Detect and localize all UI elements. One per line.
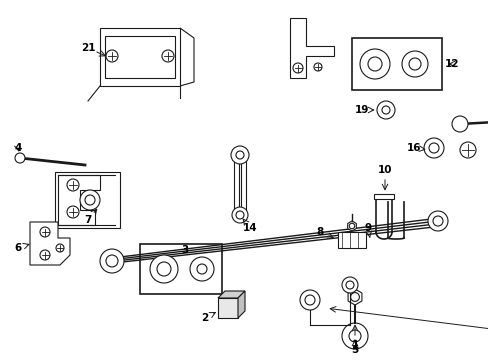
Text: 6: 6 [14, 243, 21, 253]
Circle shape [348, 223, 354, 229]
Circle shape [162, 50, 174, 62]
Circle shape [231, 207, 247, 223]
Circle shape [67, 179, 79, 191]
Bar [337, 232, 365, 248]
Text: 14: 14 [242, 223, 257, 233]
Polygon shape [180, 28, 194, 86]
Circle shape [432, 216, 442, 226]
Text: 5: 5 [351, 345, 358, 355]
Circle shape [150, 255, 178, 283]
Text: 1: 1 [351, 340, 358, 350]
Text: 4: 4 [14, 143, 21, 153]
Bar [140, 244, 222, 294]
Circle shape [305, 295, 314, 305]
Polygon shape [234, 155, 239, 215]
Circle shape [197, 264, 206, 274]
Circle shape [428, 143, 438, 153]
Circle shape [292, 63, 303, 73]
Circle shape [346, 281, 353, 289]
Circle shape [85, 195, 95, 205]
Circle shape [401, 51, 427, 77]
Circle shape [56, 244, 64, 252]
Circle shape [408, 58, 420, 70]
Circle shape [376, 101, 394, 119]
Circle shape [427, 211, 447, 231]
Circle shape [381, 106, 389, 114]
Circle shape [190, 257, 214, 281]
Bar [105, 36, 175, 78]
Polygon shape [347, 289, 361, 305]
Circle shape [40, 227, 50, 237]
Bar [218, 298, 238, 318]
Circle shape [350, 293, 359, 301]
Circle shape [67, 206, 79, 218]
Text: 8: 8 [316, 227, 323, 237]
Circle shape [100, 249, 124, 273]
Polygon shape [218, 291, 244, 298]
Text: 12: 12 [444, 59, 458, 69]
Polygon shape [347, 221, 356, 231]
Bar [55, 172, 120, 228]
Circle shape [423, 138, 443, 158]
Polygon shape [30, 222, 70, 265]
Polygon shape [58, 175, 100, 225]
Circle shape [341, 277, 357, 293]
Text: 19: 19 [354, 105, 368, 115]
Text: 3: 3 [181, 245, 188, 255]
Circle shape [106, 50, 118, 62]
Circle shape [367, 57, 381, 71]
Circle shape [15, 153, 25, 163]
Circle shape [236, 151, 244, 159]
Circle shape [359, 49, 389, 79]
Circle shape [230, 146, 248, 164]
Circle shape [313, 63, 321, 71]
Bar [100, 28, 180, 86]
Circle shape [80, 190, 100, 210]
Polygon shape [289, 18, 333, 78]
Circle shape [451, 116, 467, 132]
Circle shape [299, 290, 319, 310]
Circle shape [348, 330, 360, 342]
Text: 21: 21 [81, 43, 95, 53]
Polygon shape [238, 291, 244, 318]
Circle shape [459, 142, 475, 158]
Text: 16: 16 [406, 143, 420, 153]
Bar [351, 38, 441, 90]
Circle shape [157, 262, 171, 276]
Text: 2: 2 [201, 313, 208, 323]
Circle shape [40, 250, 50, 260]
Text: 10: 10 [377, 165, 391, 175]
Polygon shape [241, 155, 245, 215]
Text: 7: 7 [84, 215, 92, 225]
Circle shape [341, 323, 367, 349]
Bar [373, 194, 393, 199]
Circle shape [106, 255, 118, 267]
Circle shape [236, 211, 244, 219]
Text: 9: 9 [364, 223, 371, 233]
